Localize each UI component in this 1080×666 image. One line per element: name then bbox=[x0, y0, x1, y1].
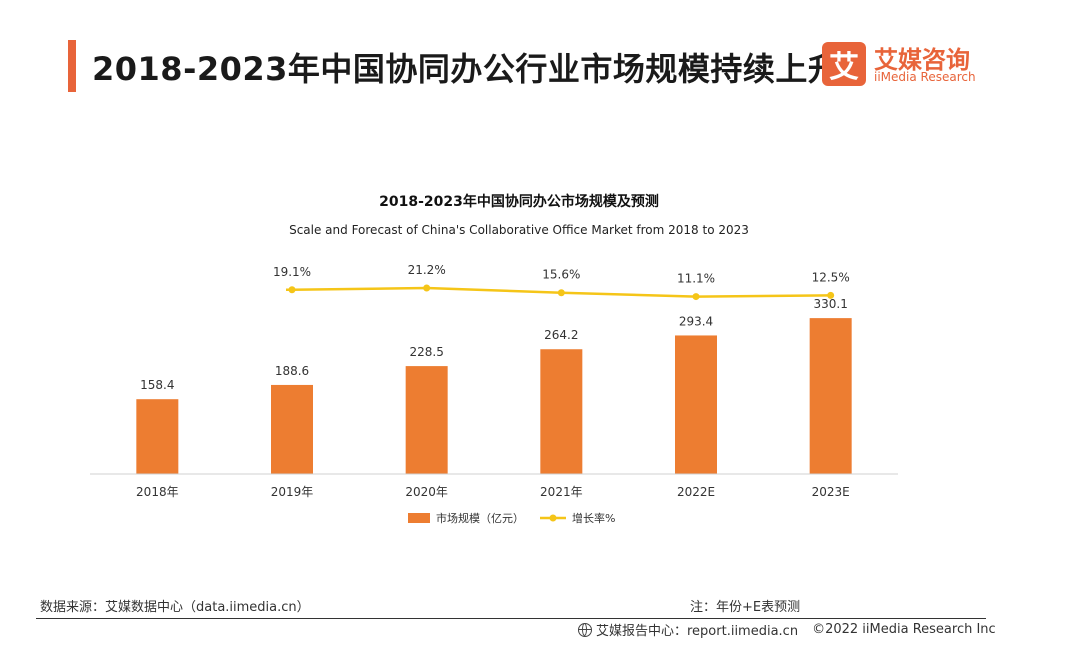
bar-value-label: 330.1 bbox=[813, 297, 847, 311]
globe-icon bbox=[578, 622, 592, 637]
growth-rate-label: 15.6% bbox=[542, 268, 580, 282]
growth-rate-label: 12.5% bbox=[812, 270, 850, 284]
legend-bar-swatch bbox=[408, 513, 430, 523]
x-tick-label: 2023E bbox=[812, 485, 850, 499]
x-tick-label: 2021年 bbox=[540, 485, 583, 499]
growth-point-1 bbox=[288, 286, 296, 294]
x-tick-label: 2018年 bbox=[136, 485, 179, 499]
chart-title: 2018-2023年中国协同办公市场规模及预测 bbox=[379, 193, 659, 210]
footer-divider bbox=[36, 618, 986, 619]
forecast-note: 注：年份+E表预测 bbox=[690, 600, 801, 615]
bar-value-label: 228.5 bbox=[409, 345, 443, 359]
x-tick-label: 2020年 bbox=[405, 485, 448, 499]
bar-1 bbox=[271, 384, 313, 474]
growth-rate-label: 11.1% bbox=[677, 272, 715, 286]
chart-subtitle: Scale and Forecast of China's Collaborat… bbox=[289, 223, 749, 237]
growth-point-2 bbox=[423, 284, 431, 292]
logo-english-name: iiMedia Research bbox=[874, 70, 976, 84]
growth-rate-label: 21.2% bbox=[408, 263, 446, 277]
legend-bar-label: 市场规模（亿元） bbox=[436, 511, 524, 525]
x-tick-label: 2019年 bbox=[271, 485, 314, 499]
logo-chinese-name: 艾媒咨询 bbox=[874, 46, 970, 74]
legend-line-label: 增长率% bbox=[572, 511, 615, 525]
growth-rate-label: 19.1% bbox=[273, 265, 311, 279]
bar-4 bbox=[675, 335, 717, 474]
bar-5 bbox=[809, 318, 852, 474]
data-source: 数据来源：艾媒数据中心（data.iimedia.cn） bbox=[40, 600, 310, 615]
logo-mark-icon: 艾 bbox=[822, 42, 866, 86]
bar-2 bbox=[405, 366, 448, 474]
bar-value-label: 188.6 bbox=[275, 364, 309, 378]
bar-value-label: 293.4 bbox=[679, 314, 713, 328]
page-title: 2018-2023年中国协同办公行业市场规模持续上升 bbox=[92, 50, 841, 88]
bar-value-label: 264.2 bbox=[544, 328, 578, 342]
report-center: 艾媒报告中心：report.iimedia.cn bbox=[596, 624, 799, 639]
legend-line-marker bbox=[549, 514, 557, 522]
copyright: ©2022 iiMedia Research Inc bbox=[812, 622, 996, 637]
growth-point-4 bbox=[692, 293, 700, 301]
bar-value-label: 158.4 bbox=[140, 378, 174, 392]
bar-0 bbox=[136, 399, 179, 474]
iimedia-logo: 艾 艾媒咨询 iiMedia Research bbox=[822, 42, 982, 90]
footer-bottom: 艾媒报告中心：report.iimedia.cn ©2022 iiMedia R… bbox=[578, 620, 996, 639]
bar-3 bbox=[540, 349, 583, 474]
x-tick-label: 2022E bbox=[677, 485, 715, 499]
growth-point-3 bbox=[557, 289, 565, 297]
title-accent-bar bbox=[68, 40, 76, 92]
growth-point-5 bbox=[827, 291, 835, 299]
